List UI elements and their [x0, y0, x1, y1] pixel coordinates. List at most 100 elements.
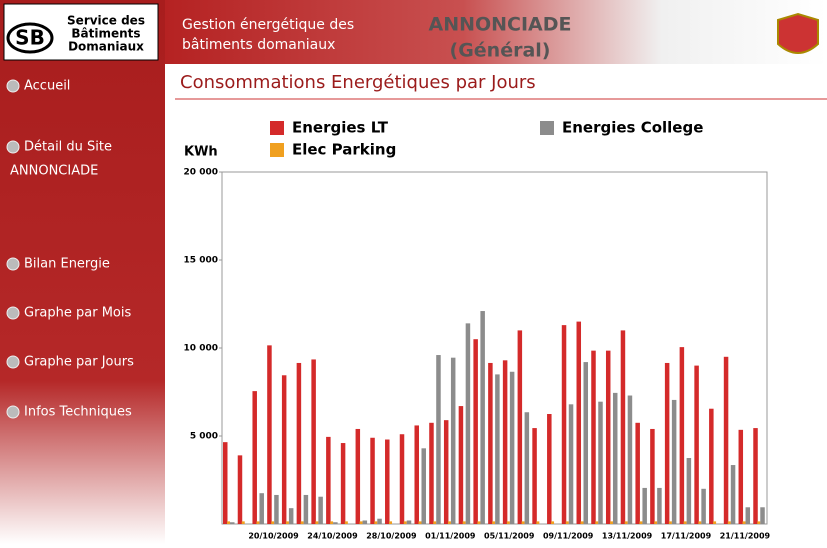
bar [668, 521, 672, 524]
bar [580, 521, 584, 524]
bar [698, 521, 702, 524]
bar [403, 521, 407, 524]
bar [517, 330, 523, 524]
bar [288, 508, 294, 524]
bar [385, 439, 390, 524]
logo-text: Bâtiments [71, 27, 140, 41]
bar [237, 455, 243, 524]
bar [359, 521, 363, 524]
nav-icon [6, 79, 20, 93]
y-tick-label: 15 000 [184, 256, 218, 266]
bar [701, 488, 706, 524]
bar [745, 507, 751, 524]
nav-item[interactable]: Accueil [24, 79, 70, 94]
bar [303, 494, 309, 524]
bar [285, 521, 289, 524]
bar [671, 399, 677, 524]
bar [399, 434, 405, 524]
bar [447, 521, 451, 524]
bar [281, 375, 287, 524]
bar [374, 521, 378, 524]
nav-icon [6, 257, 20, 271]
bar [495, 374, 500, 524]
bar [296, 362, 302, 524]
bar [624, 521, 628, 524]
x-tick-label: 28/10/2009 [366, 532, 417, 541]
bar [315, 521, 319, 524]
x-tick-label: 05/11/2009 [484, 532, 535, 541]
bar [753, 428, 758, 524]
nav-item[interactable]: Bilan Energie [24, 257, 110, 272]
logo-ellipse [6, 22, 54, 54]
nav-icon [6, 355, 20, 369]
bar [389, 521, 393, 524]
bar [730, 465, 736, 524]
bar [605, 350, 611, 524]
nav-item[interactable]: Graphe par Jours [24, 355, 134, 370]
bar [679, 347, 685, 524]
nav-item[interactable]: Détail du Site [24, 140, 112, 155]
bar [450, 357, 456, 524]
site-scope: (Général) [450, 40, 551, 62]
bar [727, 521, 731, 524]
bar [318, 496, 323, 524]
header-title: bâtiments domaniaux [182, 37, 335, 53]
nav-item[interactable]: Graphe par Mois [24, 306, 131, 321]
bar [362, 520, 368, 524]
bar [723, 356, 729, 524]
legend-label: Energies College [562, 119, 703, 137]
bar [536, 521, 540, 524]
x-tick-label: 13/11/2009 [602, 532, 653, 541]
bar [259, 493, 264, 524]
bar [223, 442, 228, 524]
bar [757, 521, 761, 524]
logo-text: Service des [67, 14, 145, 28]
crest [777, 12, 819, 54]
chart-title: Consommations Energétiques par Jours [180, 72, 536, 93]
bar [551, 521, 555, 524]
logo-text: Domaniaux [68, 40, 144, 54]
site-name: ANNONCIADE [428, 14, 571, 36]
legend-swatch [270, 121, 284, 135]
bar [506, 521, 510, 524]
bar [502, 360, 508, 524]
bar [433, 521, 437, 524]
bar [650, 428, 655, 524]
y-axis-label: KWh [184, 145, 218, 160]
nav-item[interactable]: ANNONCIADE [10, 164, 98, 179]
bar [418, 521, 422, 524]
x-tick-label: 20/10/2009 [248, 532, 299, 541]
bar [532, 428, 537, 524]
header-band [165, 0, 827, 64]
bar [612, 392, 618, 524]
legend-swatch [270, 143, 284, 157]
bar [333, 522, 338, 524]
logo-initials: SB [15, 26, 45, 50]
bar [473, 339, 478, 524]
bar [583, 362, 589, 524]
sidebar [0, 0, 165, 544]
bar [654, 521, 658, 524]
y-tick-label: 20 000 [184, 168, 218, 178]
bar [462, 521, 466, 524]
bar [230, 522, 235, 524]
bar [760, 507, 765, 524]
bar [330, 521, 334, 524]
bar [300, 521, 304, 524]
nav-item[interactable]: Infos Techniques [24, 405, 132, 420]
bar [429, 422, 434, 524]
nav-icon [6, 306, 20, 320]
bar [576, 321, 582, 524]
bar [458, 406, 464, 524]
bar [271, 521, 275, 524]
bar [642, 487, 647, 524]
bar [595, 521, 599, 524]
bar [713, 521, 717, 524]
nav-icon [6, 405, 20, 419]
bar [686, 458, 692, 524]
bar [406, 520, 412, 524]
bar [480, 311, 485, 524]
bar [521, 521, 525, 524]
bar [709, 408, 714, 524]
